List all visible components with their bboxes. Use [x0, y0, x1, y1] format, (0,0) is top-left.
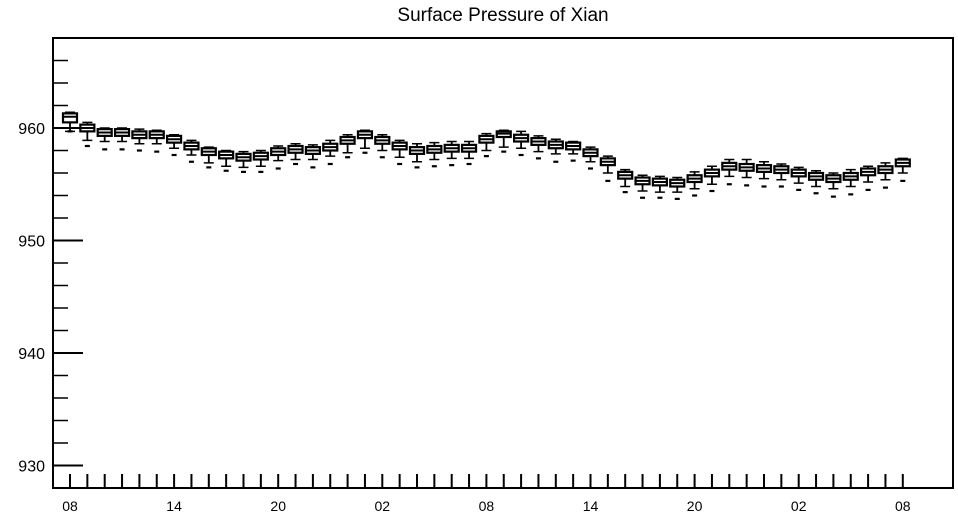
box — [582, 146, 599, 170]
box — [512, 130, 530, 157]
y-axis: 930 940 950 960 — [18, 59, 83, 476]
box — [894, 157, 911, 182]
plot-frame — [52, 37, 954, 489]
box — [113, 127, 131, 151]
box — [356, 129, 374, 154]
box — [96, 127, 113, 151]
box — [218, 149, 235, 172]
box — [530, 135, 547, 160]
box-series — [61, 111, 911, 200]
box — [252, 149, 269, 173]
box — [617, 168, 634, 194]
box — [61, 111, 79, 133]
box — [651, 175, 669, 199]
box — [304, 144, 321, 169]
box — [703, 165, 721, 193]
box — [478, 132, 495, 158]
y-tick-label: 930 — [18, 459, 45, 476]
box — [669, 176, 686, 200]
box — [374, 134, 391, 159]
box — [825, 172, 842, 198]
box — [408, 143, 426, 169]
box — [443, 140, 460, 167]
box — [166, 134, 183, 157]
x-tick-label: 08 — [62, 498, 78, 514]
box — [322, 139, 339, 166]
box — [235, 150, 252, 173]
box — [790, 166, 807, 191]
box — [131, 128, 148, 152]
box — [79, 121, 96, 148]
x-tick-label: 08 — [895, 498, 911, 514]
box — [460, 140, 478, 166]
box — [842, 168, 859, 196]
box — [270, 145, 287, 170]
box — [547, 138, 564, 163]
x-tick-label: 14 — [583, 498, 599, 514]
y-tick-label: 960 — [18, 121, 45, 138]
x-tick-label: 20 — [270, 498, 286, 514]
box — [599, 155, 616, 182]
box — [877, 162, 894, 189]
box — [287, 143, 304, 166]
box — [495, 129, 512, 153]
box — [755, 161, 773, 188]
x-tick-label: 02 — [791, 498, 807, 514]
y-tick-label: 950 — [18, 234, 45, 251]
box — [634, 174, 651, 199]
x-tick-label: 02 — [375, 498, 391, 514]
box — [565, 140, 582, 162]
box — [738, 158, 755, 187]
box — [183, 139, 200, 163]
box — [686, 171, 703, 197]
box — [391, 139, 408, 166]
x-tick-label: 20 — [687, 498, 703, 514]
chart-title: Surface Pressure of Xian — [397, 5, 609, 26]
box — [148, 129, 165, 153]
box — [807, 170, 825, 195]
box-body — [61, 112, 79, 124]
box — [200, 146, 217, 169]
x-tick-label: 14 — [166, 498, 182, 514]
box — [773, 163, 790, 188]
box — [339, 134, 356, 159]
box — [721, 158, 738, 186]
y-tick-label: 940 — [18, 346, 45, 363]
x-axis: 08 14 20 02 08 14 20 02 08 — [62, 474, 911, 514]
box — [426, 141, 443, 168]
x-tick-label: 08 — [479, 498, 495, 514]
box — [859, 165, 877, 191]
